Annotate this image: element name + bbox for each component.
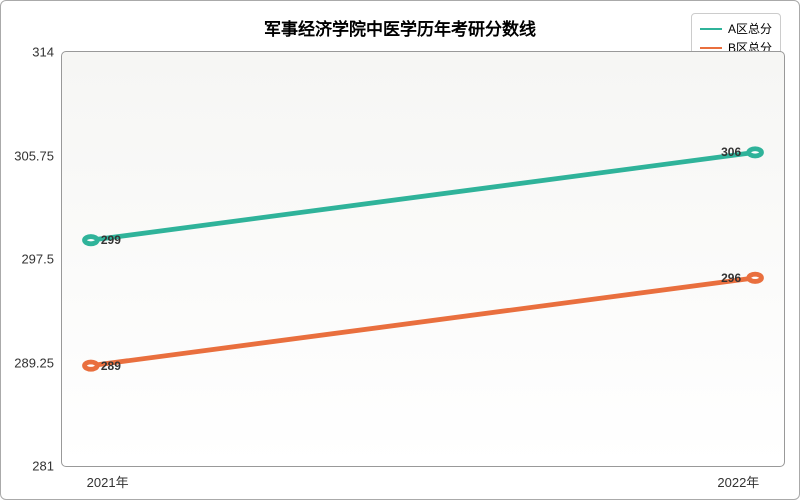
legend-item-a: A区总分	[700, 20, 772, 37]
legend-swatch-a	[700, 28, 722, 30]
y-tick-label: 297.5	[21, 252, 62, 267]
chart-title: 军事经济学院中医学历年考研分数线	[1, 15, 799, 40]
x-tick-label: 2022年	[717, 466, 759, 491]
series-marker	[85, 237, 98, 244]
series-line	[91, 278, 755, 366]
chart-container: 军事经济学院中医学历年考研分数线 A区总分 B区总分 281289.25297.…	[0, 0, 800, 500]
point-label: 306	[721, 145, 741, 159]
y-tick-label: 289.25	[14, 355, 62, 370]
point-label: 299	[101, 233, 121, 247]
legend-swatch-b	[700, 47, 722, 49]
series-marker	[749, 149, 762, 156]
series-marker	[85, 362, 98, 369]
series-line	[91, 152, 755, 240]
y-tick-label: 281	[32, 459, 62, 474]
plot-svg	[62, 52, 784, 466]
point-label: 296	[721, 271, 741, 285]
y-tick-label: 305.75	[14, 148, 62, 163]
plot-area: 281289.25297.5305.753142021年2022年2993062…	[61, 51, 785, 467]
x-tick-label: 2021年	[87, 466, 129, 491]
point-label: 289	[101, 359, 121, 373]
y-tick-label: 314	[32, 45, 62, 60]
legend-label-a: A区总分	[728, 20, 772, 37]
series-marker	[749, 274, 762, 281]
